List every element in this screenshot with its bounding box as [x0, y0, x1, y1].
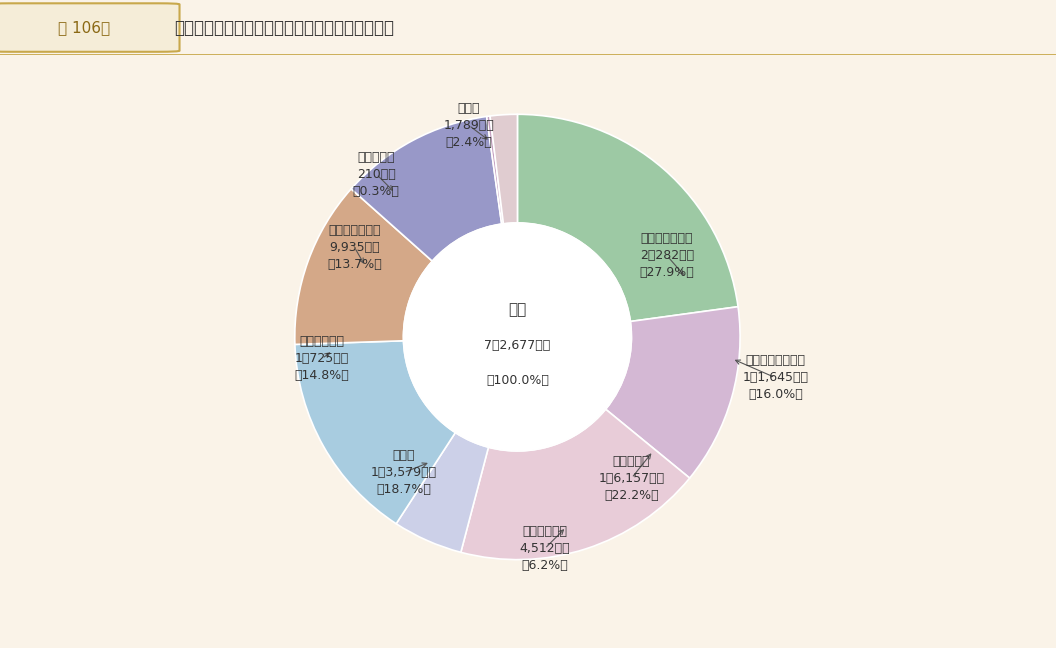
Wedge shape [606, 307, 740, 478]
Text: 調整交付金等
4,512億円
（6.2%）: 調整交付金等 4,512億円 （6.2%） [520, 526, 570, 572]
Wedge shape [460, 410, 690, 560]
FancyBboxPatch shape [0, 3, 180, 52]
Wedge shape [396, 433, 489, 552]
Circle shape [403, 223, 631, 451]
Text: 介護保険事業の歳入決算の状況（保険事業勘定）: 介護保険事業の歳入決算の状況（保険事業勘定） [174, 19, 394, 36]
Wedge shape [490, 114, 517, 224]
Wedge shape [295, 341, 455, 524]
Text: 国庫支出金
1兆6,157億円
（22.2%）: 国庫支出金 1兆6,157億円 （22.2%） [599, 455, 664, 502]
Text: 都道府県支出金
9,935億円
（13.7%）: 都道府県支出金 9,935億円 （13.7%） [327, 224, 382, 271]
Text: 他会計繰入金
1兆725億円
（14.8%）: 他会計繰入金 1兆725億円 （14.8%） [295, 335, 350, 382]
Wedge shape [487, 116, 504, 224]
Text: （100.0%）: （100.0%） [486, 374, 549, 387]
Text: 第 106図: 第 106図 [58, 20, 111, 35]
Text: 7兆2,677億円: 7兆2,677億円 [485, 339, 550, 352]
Wedge shape [352, 117, 502, 261]
Text: 歳入: 歳入 [508, 303, 527, 318]
Text: 支払基金交付金
2兆282億円
（27.9%）: 支払基金交付金 2兆282億円 （27.9%） [640, 232, 694, 279]
Wedge shape [517, 114, 738, 321]
Text: その他
1,789億円
（2.4%）: その他 1,789億円 （2.4%） [444, 102, 494, 148]
Text: 基金繰入金
210億円
（0.3%）: 基金繰入金 210億円 （0.3%） [353, 150, 399, 198]
Text: 保険料
1兆3,579億円
（18.7%）: 保険料 1兆3,579億円 （18.7%） [371, 449, 436, 496]
Wedge shape [295, 189, 432, 344]
Text: 介護給付費負担金
1兆1,645億円
（16.0%）: 介護給付費負担金 1兆1,645億円 （16.0%） [742, 354, 809, 401]
